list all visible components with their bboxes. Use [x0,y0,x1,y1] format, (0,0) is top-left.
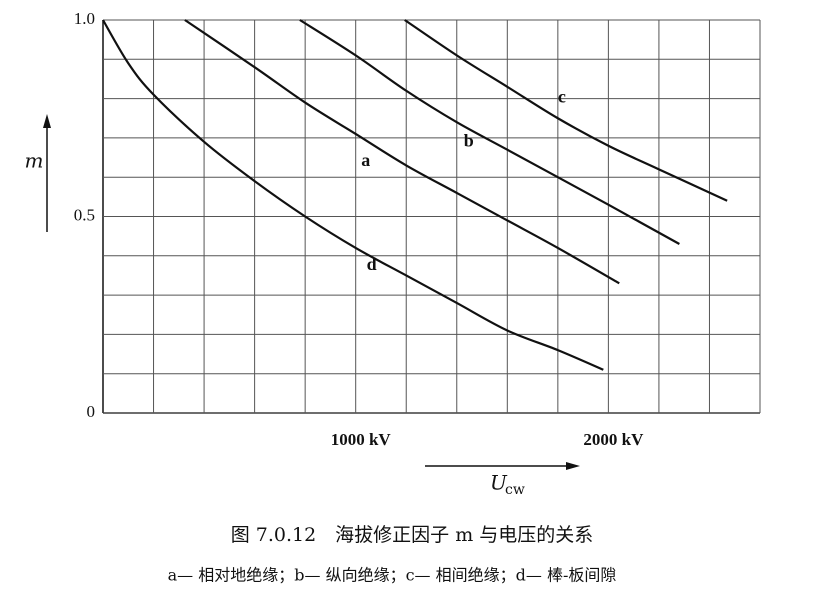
curve-label: a [361,150,370,170]
x-axis-label: U [490,471,508,495]
x-axis-label-subscript: cw [505,482,525,498]
caption: 图 7.0.12 海拔修正因子 m 与电压的关系 [231,524,594,546]
curve [102,19,604,371]
curve-label: d [367,254,377,274]
y-axis-label: m [25,149,44,173]
y-tick-label: 1.0 [74,9,95,28]
curve [299,19,680,245]
x-tick-label: 2000 kV [583,430,644,449]
y-tick-label: 0 [87,402,96,421]
y-arrow-head [43,114,51,128]
x-tick-label: 1000 kV [331,430,392,449]
x-arrow-head [566,462,580,470]
curve-label: c [558,86,566,106]
curve [404,19,728,202]
curve [184,19,620,285]
note: a— 相对地绝缘；b— 纵向绝缘；c— 相间绝缘；d— 棒-板间隙 [168,566,617,585]
y-tick-label: 0.5 [74,205,95,224]
curve-label: b [464,130,474,150]
